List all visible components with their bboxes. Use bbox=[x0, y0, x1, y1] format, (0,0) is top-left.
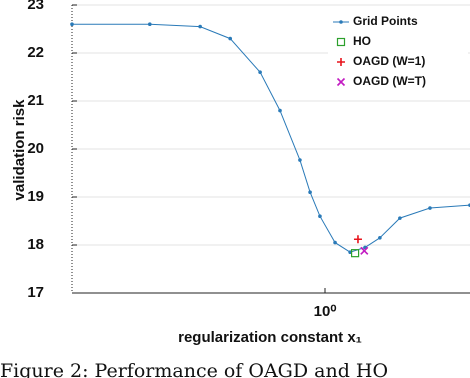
legend-label: HO bbox=[353, 34, 371, 48]
legend-box bbox=[328, 10, 468, 95]
point bbox=[333, 240, 337, 245]
y-tick-label: 20 bbox=[27, 140, 44, 157]
point bbox=[198, 24, 202, 29]
legend-marker bbox=[336, 37, 346, 47]
point bbox=[350, 249, 360, 258]
legend-marker bbox=[339, 20, 343, 24]
y-tick-label: 17 bbox=[27, 284, 44, 301]
point bbox=[298, 158, 302, 162]
y-tick-label: 22 bbox=[27, 44, 44, 61]
legend-marker bbox=[337, 58, 345, 66]
legend-label: OAGD (W=T) bbox=[353, 74, 426, 88]
point bbox=[308, 190, 312, 194]
legend-label: Grid Points bbox=[353, 14, 418, 28]
point bbox=[353, 235, 362, 244]
x-tick-label: 10⁰ bbox=[314, 303, 337, 320]
point bbox=[258, 70, 262, 74]
point bbox=[318, 214, 322, 218]
point bbox=[70, 22, 74, 27]
point bbox=[228, 36, 233, 41]
point bbox=[360, 246, 369, 255]
point bbox=[398, 216, 402, 220]
point bbox=[147, 22, 152, 27]
y-axis-label: validation risk bbox=[11, 99, 28, 201]
series-line bbox=[72, 23, 470, 253]
legend: Grid Points HO OAGD (W=1) OAGD (W=T) bbox=[328, 10, 468, 95]
point bbox=[428, 206, 432, 210]
y-tick-label: 21 bbox=[27, 92, 44, 109]
y-tick-label: 18 bbox=[27, 236, 44, 253]
caption: Figure 2: Performance of OAGD and HO bbox=[0, 360, 388, 378]
x-axis-label: regularization constant x₁ bbox=[178, 329, 362, 346]
y-tick-label: 19 bbox=[27, 188, 44, 205]
y-tick-label: 23 bbox=[27, 0, 44, 13]
legend-marker bbox=[336, 77, 346, 87]
point bbox=[278, 108, 282, 113]
point bbox=[378, 236, 382, 240]
legend-label: OAGD (W=1) bbox=[353, 54, 425, 68]
